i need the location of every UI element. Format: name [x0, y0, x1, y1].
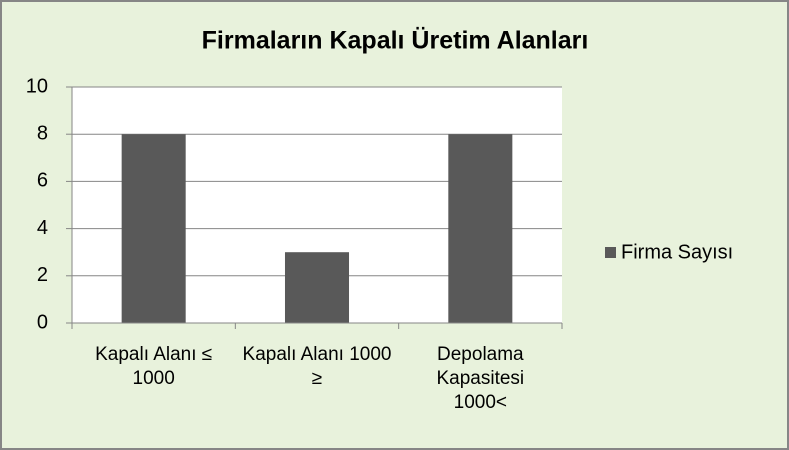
legend-swatch: [605, 247, 616, 258]
x-tick-label: Kapalı Alanı ≤ 1000: [95, 344, 213, 389]
legend-label: Firma Sayısı: [621, 241, 733, 263]
y-tick-label: 0: [37, 311, 48, 333]
chart-title: Firmaların Kapalı Üretim Alanları: [202, 26, 589, 55]
bar: [448, 134, 513, 323]
bar: [284, 252, 350, 323]
x-tick-label: Kapalı Alanı 1000 ≥: [242, 344, 392, 389]
y-tick-label: 8: [37, 122, 48, 144]
y-tick-label: 2: [37, 264, 48, 286]
y-tick-label: 10: [26, 75, 48, 97]
y-tick-label: 4: [37, 217, 48, 239]
bar: [121, 134, 186, 323]
y-tick-label: 6: [37, 170, 48, 192]
x-tick-label: Depolama Kapasitesi 1000<: [436, 344, 525, 413]
